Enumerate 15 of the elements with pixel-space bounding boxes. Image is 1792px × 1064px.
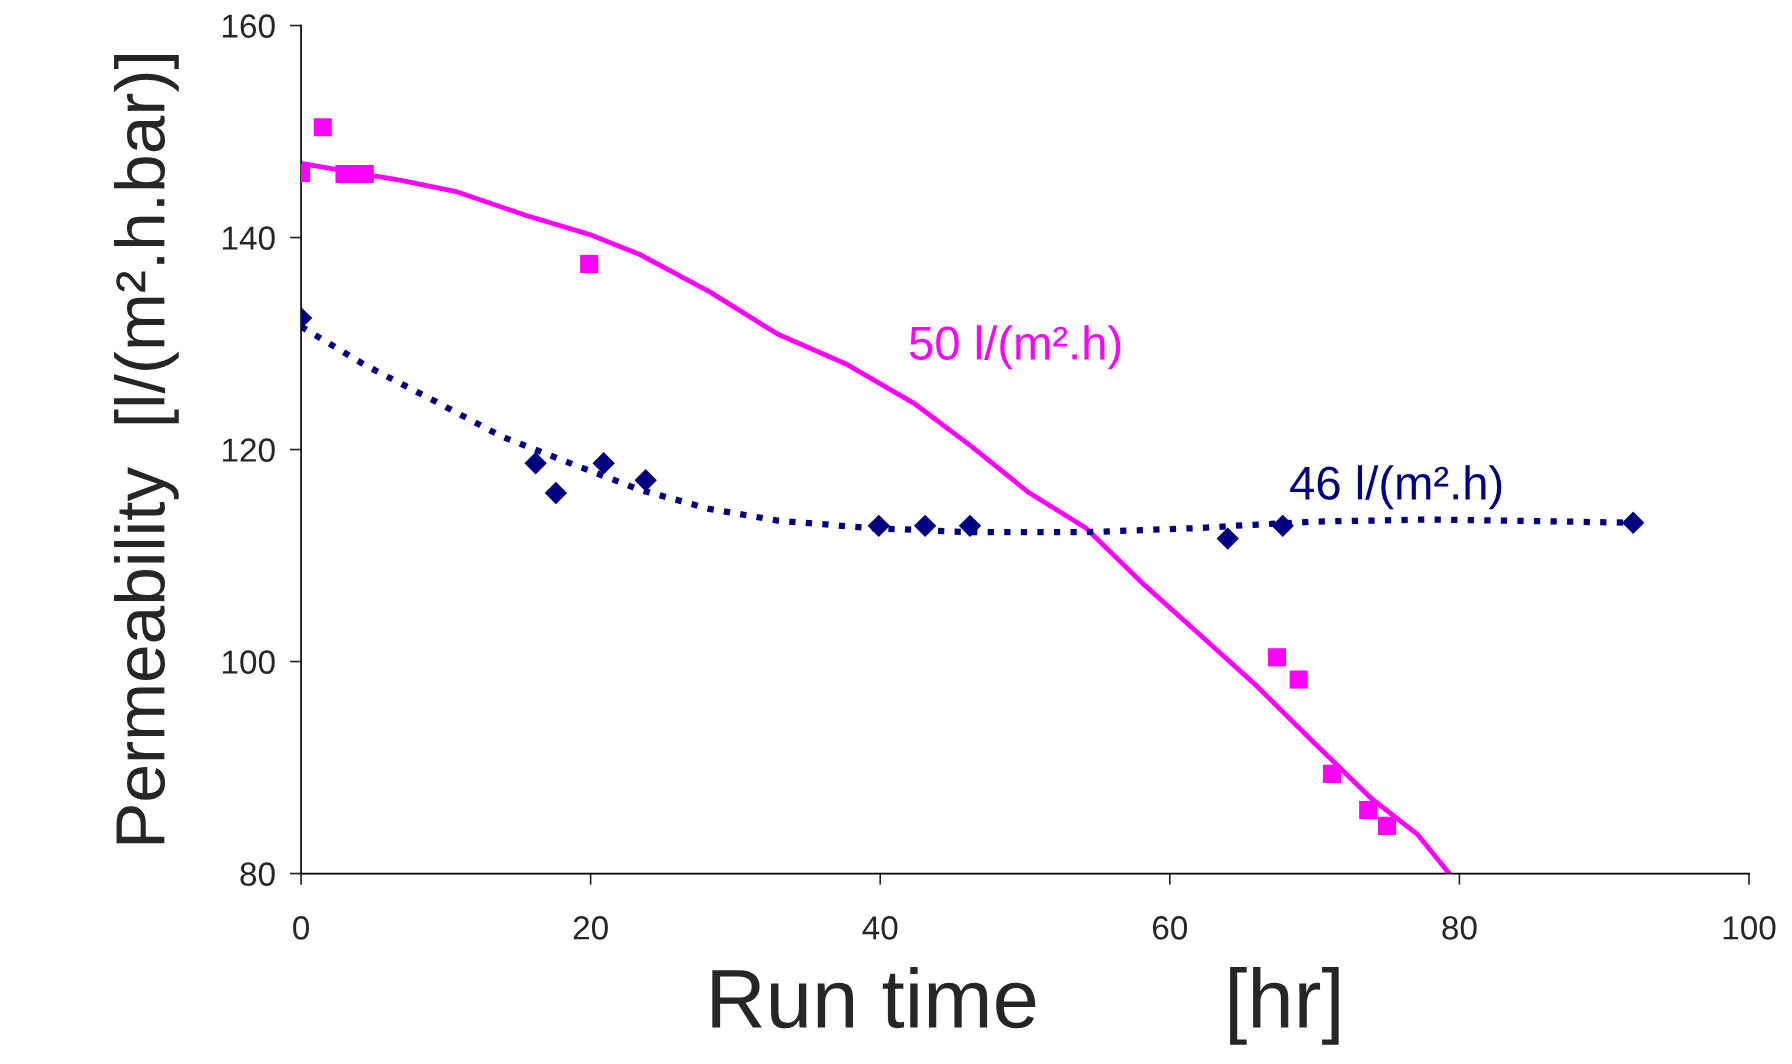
x-tick-label: 0 xyxy=(293,916,310,940)
x-tick-label: 40 xyxy=(862,916,898,940)
y-tick-label: 120 xyxy=(222,438,275,462)
y-tick-label: 140 xyxy=(222,226,275,250)
series-label: 46 l/(m².h) xyxy=(1290,465,1502,510)
y-axis-title: Permeability [l/(m².h.bar)] xyxy=(114,55,179,844)
y-tick-label: 100 xyxy=(222,650,275,674)
x-tick-label: 80 xyxy=(1442,916,1477,940)
x-tick-label: 20 xyxy=(573,916,608,940)
x-tick-label: 100 xyxy=(1723,916,1776,940)
series-label: 50 l/(m².h) xyxy=(909,325,1121,370)
y-tick-label: 160 xyxy=(222,14,275,38)
x-tick-label: 60 xyxy=(1152,916,1188,940)
y-tick-label: 80 xyxy=(240,862,275,886)
x-axis-title: Run time [hr] xyxy=(712,967,1339,1045)
